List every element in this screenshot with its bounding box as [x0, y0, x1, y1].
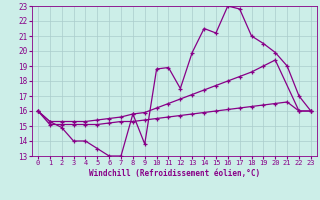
X-axis label: Windchill (Refroidissement éolien,°C): Windchill (Refroidissement éolien,°C): [89, 169, 260, 178]
